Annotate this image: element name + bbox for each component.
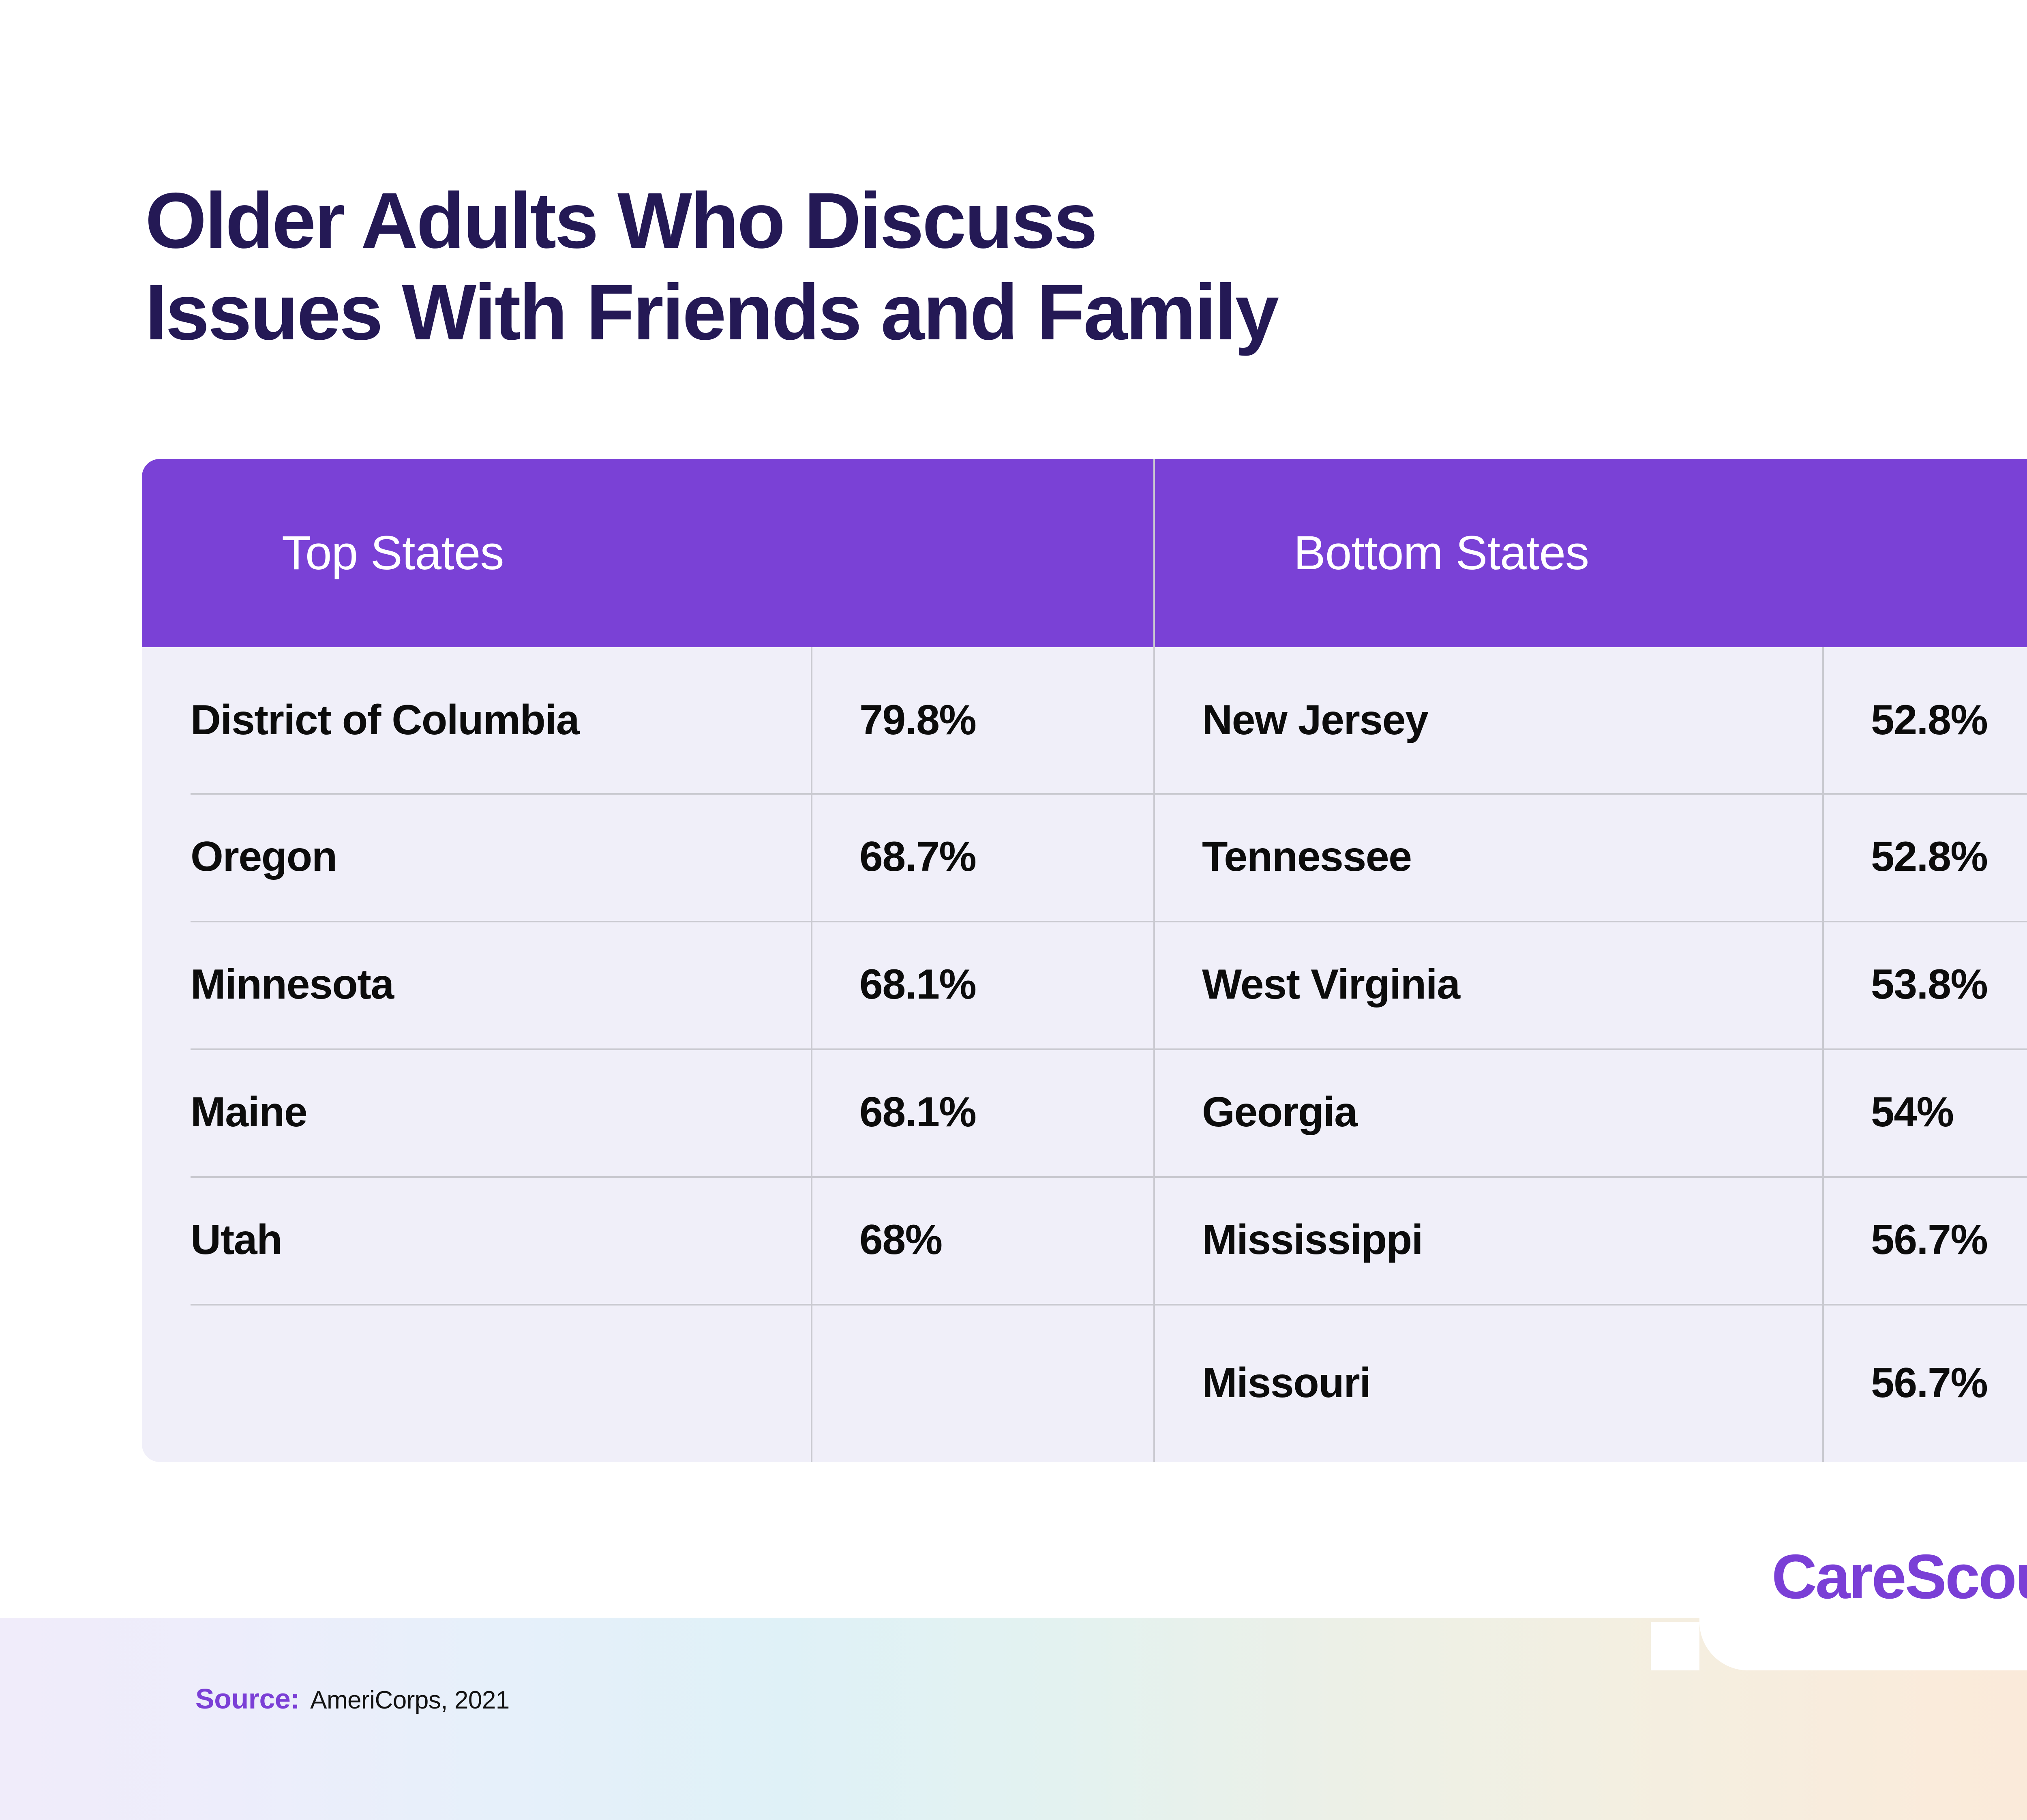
- table-row: Oregon 68.7% Tennessee 52.8%: [142, 793, 2027, 921]
- column-divider-left: [811, 647, 812, 1462]
- cell-bottom-state-name: New Jersey: [1202, 696, 1429, 744]
- cell-bottom-state-name: Tennessee: [1202, 833, 1412, 880]
- cell-top-state-value: 68%: [859, 1216, 943, 1263]
- cell-bottom-state-value: 54%: [1871, 1089, 1954, 1136]
- cell-top-state-name: Oregon: [191, 833, 337, 880]
- page-title-line-1: Older Adults Who Discuss: [145, 176, 1097, 265]
- row-divider: [191, 793, 2027, 795]
- cell-bottom-state-value: 56.7%: [1871, 1216, 1988, 1263]
- column-header-top-states: Top States: [282, 526, 504, 580]
- logo-notch-shape: [1651, 1500, 2027, 1670]
- row-divider: [191, 1304, 2027, 1306]
- table-row: District of Columbia 79.8% New Jersey 52…: [142, 647, 2027, 793]
- page-title-line-2: Issues With Friends and Family: [145, 268, 1279, 356]
- carescout-logo-wordmark: CareScout: [1772, 1541, 2027, 1612]
- stats-table: Top States Bottom States District of Col…: [142, 459, 2027, 1462]
- carescout-logo: CareScout®: [1772, 1541, 2027, 1613]
- cell-bottom-state-name: Mississippi: [1202, 1216, 1423, 1263]
- row-divider: [191, 1048, 2027, 1050]
- column-divider-center: [1153, 459, 1155, 1462]
- cell-top-state-name: District of Columbia: [191, 696, 580, 744]
- table-row: Minnesota 68.1% West Virginia 53.8%: [142, 921, 2027, 1048]
- cell-bottom-state-value: 56.7%: [1871, 1359, 1988, 1406]
- row-divider: [191, 921, 2027, 922]
- cell-top-state-value: 68.1%: [859, 1089, 977, 1136]
- cell-top-state-name: [142, 1304, 811, 1462]
- cell-bottom-state-name: West Virginia: [1202, 961, 1460, 1008]
- column-divider-right: [1822, 647, 1824, 1462]
- cell-bottom-state-name: Georgia: [1202, 1089, 1358, 1136]
- cell-top-state-name: Minnesota: [191, 961, 394, 1008]
- source-value: AmeriCorps, 2021: [310, 1686, 510, 1714]
- table-body: District of Columbia 79.8% New Jersey 52…: [142, 647, 2027, 1462]
- cell-bottom-state-name: Missouri: [1202, 1359, 1371, 1406]
- cell-top-state-value: [811, 1304, 1153, 1462]
- cell-bottom-state-value: 52.8%: [1871, 833, 1988, 880]
- cell-bottom-state-value: 52.8%: [1871, 696, 1988, 744]
- row-divider: [191, 1176, 2027, 1178]
- column-header-bottom-states: Bottom States: [1294, 526, 1589, 580]
- cell-top-state-value: 68.1%: [859, 961, 977, 1008]
- table-row: Maine 68.1% Georgia 54%: [142, 1048, 2027, 1176]
- table-row: Utah 68% Mississippi 56.7%: [142, 1176, 2027, 1304]
- page-title: Older Adults Who Discuss Issues With Fri…: [145, 175, 2010, 358]
- cell-bottom-state-value: 53.8%: [1871, 961, 1988, 1008]
- cell-top-state-value: 79.8%: [859, 696, 977, 744]
- cell-top-state-name: Maine: [191, 1089, 308, 1136]
- cell-top-state-value: 68.7%: [859, 833, 977, 880]
- source-line: Source: AmeriCorps, 2021: [195, 1683, 510, 1715]
- table-header-row: Top States Bottom States: [142, 459, 2027, 647]
- cell-top-state-name: Utah: [191, 1216, 283, 1263]
- table-row: Missouri 56.7%: [142, 1304, 2027, 1462]
- source-label: Source:: [195, 1683, 300, 1715]
